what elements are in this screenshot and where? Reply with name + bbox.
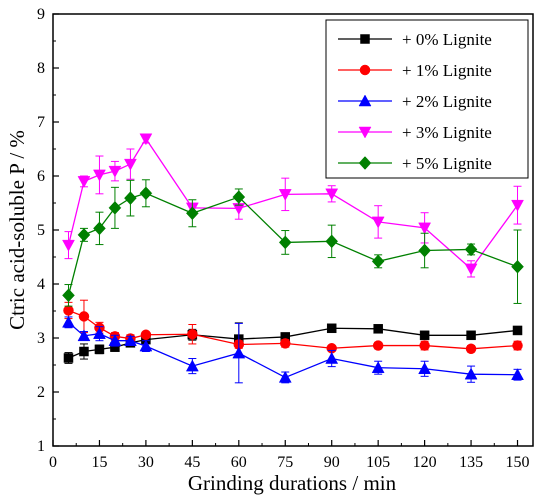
data-point <box>511 199 524 212</box>
data-point <box>232 346 246 359</box>
data-point <box>371 216 385 229</box>
data-point <box>511 368 524 380</box>
x-tick-label: 120 <box>413 454 437 471</box>
data-point <box>372 340 384 351</box>
data-point <box>326 323 337 334</box>
x-tick-label: 90 <box>324 454 340 471</box>
data-point <box>464 242 478 257</box>
x-axis-title: Grinding durations / min <box>188 471 397 495</box>
y-tick-label: 6 <box>37 168 45 185</box>
data-point <box>124 191 137 206</box>
data-point <box>93 221 106 236</box>
data-point <box>232 190 246 204</box>
data-point <box>62 288 75 303</box>
series-4 <box>62 179 524 307</box>
data-point <box>77 329 91 342</box>
data-point <box>278 370 292 383</box>
data-point <box>187 328 198 340</box>
x-tick-label: 150 <box>506 454 530 471</box>
data-point <box>464 263 478 276</box>
legend-marker <box>360 34 370 44</box>
data-point <box>139 339 153 352</box>
data-point <box>511 259 524 274</box>
legend-label: + 3% Lignite <box>402 123 492 142</box>
data-point <box>466 330 476 341</box>
y-tick-label: 3 <box>37 330 45 347</box>
data-point <box>465 343 477 355</box>
data-point <box>77 176 91 188</box>
data-point <box>123 334 137 346</box>
data-point <box>93 169 106 182</box>
data-point <box>139 186 153 201</box>
data-point <box>185 359 199 372</box>
data-point <box>186 206 199 221</box>
data-point <box>78 311 90 322</box>
data-point <box>371 254 385 269</box>
data-point <box>464 367 478 380</box>
data-point <box>419 340 430 351</box>
series-2 <box>62 315 524 384</box>
x-tick-label: 135 <box>459 454 483 471</box>
y-tick-label: 5 <box>37 222 45 239</box>
data-layer <box>62 133 524 384</box>
data-point <box>373 324 383 334</box>
data-point <box>278 235 292 250</box>
legend-marker <box>359 64 371 76</box>
legend-marker <box>358 94 372 107</box>
legend-label: + 0% Lignite <box>402 30 492 49</box>
data-point <box>108 334 122 346</box>
x-tick-label: 0 <box>49 454 57 471</box>
data-point <box>419 330 430 341</box>
x-tick-label: 60 <box>231 454 247 471</box>
y-tick-label: 7 <box>37 114 45 131</box>
data-point <box>280 338 291 349</box>
data-point <box>93 327 106 339</box>
x-tick-label: 105 <box>366 454 390 471</box>
data-point <box>62 315 75 328</box>
data-point <box>108 200 122 215</box>
x-tick-label: 15 <box>91 454 107 471</box>
y-tick-label: 9 <box>37 6 45 23</box>
x-tick-label: 30 <box>138 454 154 471</box>
series-line <box>67 192 518 296</box>
legend-box <box>325 19 529 179</box>
data-point <box>139 133 153 146</box>
data-point <box>325 188 339 201</box>
y-tick-label: 2 <box>37 384 45 401</box>
data-point <box>325 351 339 364</box>
data-point <box>278 189 292 201</box>
x-tick-label: 75 <box>277 454 293 471</box>
data-point <box>123 158 137 171</box>
legend-label: + 1% Lignite <box>402 61 492 80</box>
data-point <box>94 344 105 355</box>
data-point <box>62 239 75 252</box>
data-point <box>512 340 523 351</box>
y-tick-label: 4 <box>37 276 45 293</box>
data-point <box>63 305 74 316</box>
data-point <box>325 234 339 249</box>
data-point <box>512 325 523 336</box>
data-point <box>418 243 431 258</box>
data-point <box>79 346 89 357</box>
legend-label: + 2% Lignite <box>402 92 492 111</box>
data-point <box>418 362 432 375</box>
data-point <box>77 227 91 242</box>
y-axis-title: Ctric acid-soluble P / % <box>5 130 29 330</box>
y-tick-label: 1 <box>37 438 45 455</box>
legend-marker <box>358 126 372 139</box>
legend-label: + 5% Lignite <box>402 154 492 173</box>
series-3 <box>62 133 524 278</box>
data-point <box>418 222 432 235</box>
legend-marker <box>358 156 372 170</box>
legend: + 0% Lignite + 1% Lignite + 2% Lignite + 3%… <box>325 19 529 179</box>
y-tick-label: 8 <box>37 60 45 77</box>
data-point <box>63 353 74 363</box>
x-tick-label: 45 <box>184 454 200 471</box>
data-point <box>371 361 385 373</box>
series-line <box>68 321 518 379</box>
data-point <box>140 329 152 341</box>
data-point <box>108 165 122 178</box>
